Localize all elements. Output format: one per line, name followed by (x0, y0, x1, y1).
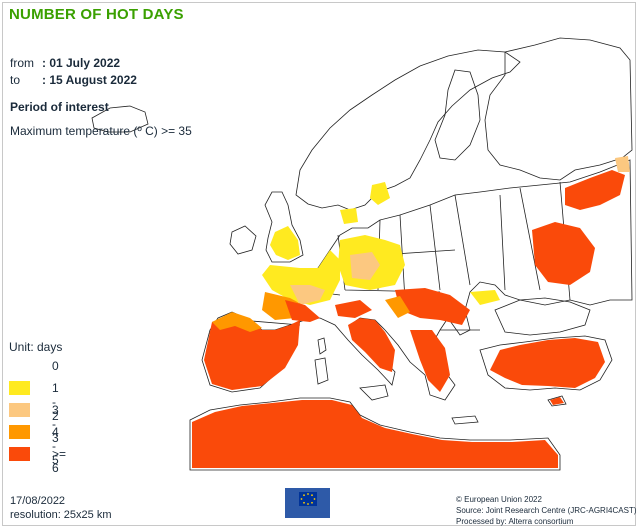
patch-russia-south-6 (532, 222, 595, 285)
footer-date: 17/08/2022 (10, 495, 66, 507)
legend: Unit: days 0 1 - 2 3 - 3 4 - 5 >= 6 (9, 340, 66, 475)
map-frame (2, 2, 636, 526)
legend-item-1-2: 1 - 2 (9, 381, 62, 423)
legend-label-3-3: 3 - 3 (52, 403, 59, 445)
european-commission-logo (285, 488, 330, 518)
period-from-row: from : 01 July 2022 (10, 55, 137, 72)
from-value: : 01 July 2022 (42, 56, 121, 70)
footer-source: Source: Joint Research Centre (JRC-AGRI4… (456, 506, 637, 515)
patch-cyprus-6 (550, 397, 564, 405)
criterion-text: Maximum temperature (º C) >= 35 (10, 124, 192, 138)
logo-caption: European Commission (289, 510, 330, 515)
legend-swatch-0 (9, 359, 30, 373)
finland-outline (434, 69, 481, 161)
sicily-outline (359, 384, 389, 401)
period-to-row: to : 15 August 2022 (10, 72, 137, 89)
map-title: NUMBER OF HOT DAYS (9, 6, 184, 23)
footer-left: 17/08/2022 resolution: 25x25 km (10, 494, 112, 522)
patch-russia-east-3-3 (615, 156, 630, 172)
legend-item-3-3: 3 - 3 (9, 403, 62, 445)
patch-france-south-6 (285, 300, 320, 322)
to-value: : 15 August 2022 (42, 73, 137, 87)
legend-swatch-3-3 (9, 403, 30, 417)
legend-swatch-4-5 (9, 425, 30, 439)
crete-outline (451, 415, 479, 425)
hot-days-patches (192, 156, 630, 468)
legend-unit-label: Unit: days (9, 340, 63, 354)
patch-balkans-1-2 (470, 290, 500, 305)
scandinavia-outline (295, 49, 521, 211)
patch-balkans-6 (410, 330, 450, 392)
ireland-outline (229, 225, 257, 255)
patch-iberia-4-5 (212, 312, 262, 332)
patch-po-valley-6 (335, 300, 372, 318)
legend-swatch-6-plus (9, 447, 30, 461)
russia-north-coast (484, 37, 633, 181)
patch-iberia-6 (204, 314, 300, 390)
legend-item-6-plus: >= 6 (9, 447, 66, 475)
patch-italy-6 (348, 318, 395, 372)
great-britain-outline (264, 191, 304, 263)
footer-resolution: resolution: 25x25 km (10, 509, 112, 521)
iceland-outline (91, 105, 149, 133)
footer-processed: Processed by: Alterra consortium (456, 517, 574, 526)
patch-germany-3-3 (350, 252, 380, 280)
legend-label-1-2: 1 - 2 (52, 381, 59, 423)
eu-flag-icon (299, 492, 317, 506)
patch-balkans-4-5 (385, 296, 410, 318)
legend-label-4-5: 4 - 5 (52, 425, 59, 467)
patch-france-3-3 (290, 285, 325, 305)
legend-item-4-5: 4 - 5 (9, 425, 62, 467)
period-block: from : 01 July 2022 to : 15 August 2022 (10, 55, 137, 89)
legend-swatch-1-2 (9, 381, 30, 395)
footer-right: © European Union 2022 Source: Joint Rese… (456, 494, 637, 527)
patch-denmark-1-2 (340, 208, 358, 224)
patch-north-africa-6 (192, 400, 558, 468)
footer-copyright: © European Union 2022 (456, 495, 542, 504)
patch-uk-1-2 (270, 226, 300, 260)
sardinia-outline (314, 357, 329, 385)
patch-baltic-1-2 (370, 182, 390, 205)
period-of-interest-label: Period of interest (10, 100, 109, 114)
patch-hungary-6 (395, 288, 470, 325)
legend-label-6-plus: >= 6 (52, 447, 67, 475)
patch-turkey-6 (490, 338, 605, 388)
black-sea-outline (494, 297, 591, 336)
corsica-outline (317, 337, 327, 355)
to-label: to (10, 73, 21, 87)
north-africa-coast (189, 397, 561, 471)
turkey-outline (479, 335, 613, 391)
from-label: from (10, 56, 34, 70)
legend-label-0: 0 (52, 359, 59, 373)
patch-russia-east-6 (565, 170, 625, 210)
cyprus-outline (547, 395, 567, 407)
legend-item-0: 0 (9, 359, 62, 381)
